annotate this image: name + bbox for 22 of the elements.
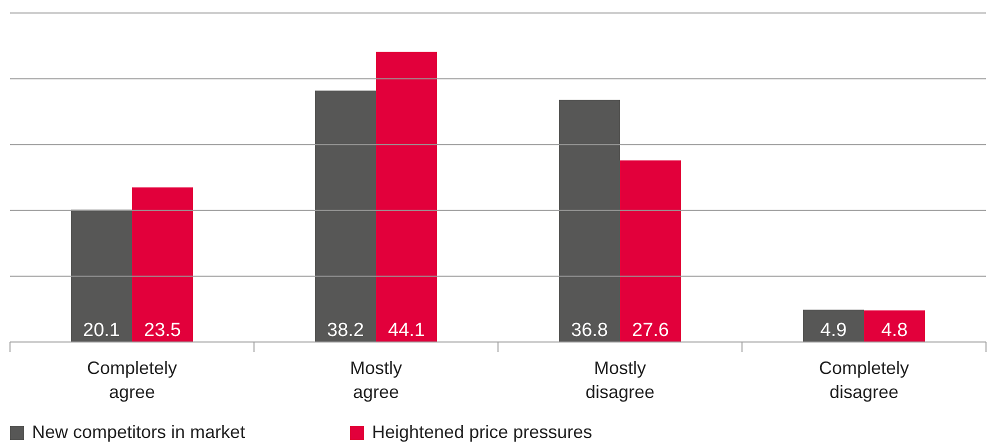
bar [71,210,132,342]
x-tick-label: Completely disagree [818,358,910,402]
data-label: 4.8 [881,320,908,341]
bar [315,90,376,342]
data-label: 20.1 [83,320,120,341]
bar [376,52,437,342]
x-tick-label: Completely agree [86,358,178,402]
legend-label: New competitors in market [32,422,246,443]
bar [620,160,681,342]
bar [559,100,620,342]
data-label: 27.6 [632,320,669,341]
x-tick-label: Mostly agree [350,358,402,402]
x-tick-label: Mostly disagree [585,358,655,402]
bar [864,310,925,342]
bar [132,187,193,342]
legend-label: Heightened price pressures [372,422,592,443]
data-label: 4.9 [820,320,847,341]
data-label: 23.5 [144,320,181,341]
data-label: 38.2 [327,320,364,341]
data-label: 36.8 [571,320,608,341]
data-label: 44.1 [388,320,425,341]
bar [803,310,864,342]
